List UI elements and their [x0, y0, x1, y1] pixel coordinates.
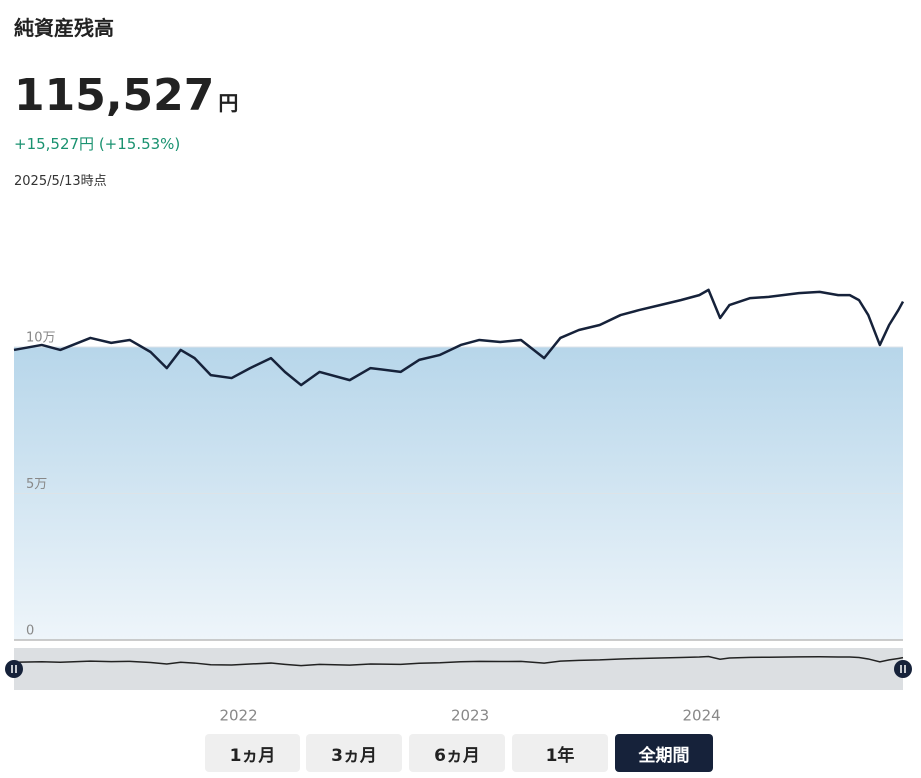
- x-tick-label: 2023: [451, 707, 489, 725]
- navigator: [14, 648, 903, 690]
- line: [13, 288, 905, 387]
- as-of: 2025/5/13時点: [14, 174, 107, 189]
- change: +15,527円 (+15.53%): [14, 135, 181, 153]
- y-tick-label: 10万: [26, 331, 56, 346]
- chart: 0 5万 10万 2022 2023 2024: [5, 288, 912, 725]
- navigator-handle: [894, 660, 912, 678]
- navigator-line: [13, 655, 904, 667]
- range-button[interactable]: 3ヵ月: [306, 734, 402, 772]
- y-tick-label: 5万: [26, 477, 47, 492]
- title: 純資産残高: [14, 16, 114, 40]
- balance: 115,527 円: [14, 70, 238, 121]
- navigator-handle: [5, 660, 23, 678]
- y-tick-label: 0: [26, 624, 34, 639]
- range-button[interactable]: 1ヵ月: [205, 734, 300, 772]
- x-tick-label: 2024: [682, 707, 720, 725]
- x-tick-label: 2022: [219, 707, 257, 725]
- range-button[interactable]: 1年: [512, 734, 608, 772]
- balance-value: 115,527: [14, 70, 215, 121]
- balance-unit: 円: [218, 91, 239, 115]
- range-button[interactable]: 全期間: [615, 734, 713, 772]
- range-button[interactable]: 6ヵ月: [409, 734, 505, 772]
